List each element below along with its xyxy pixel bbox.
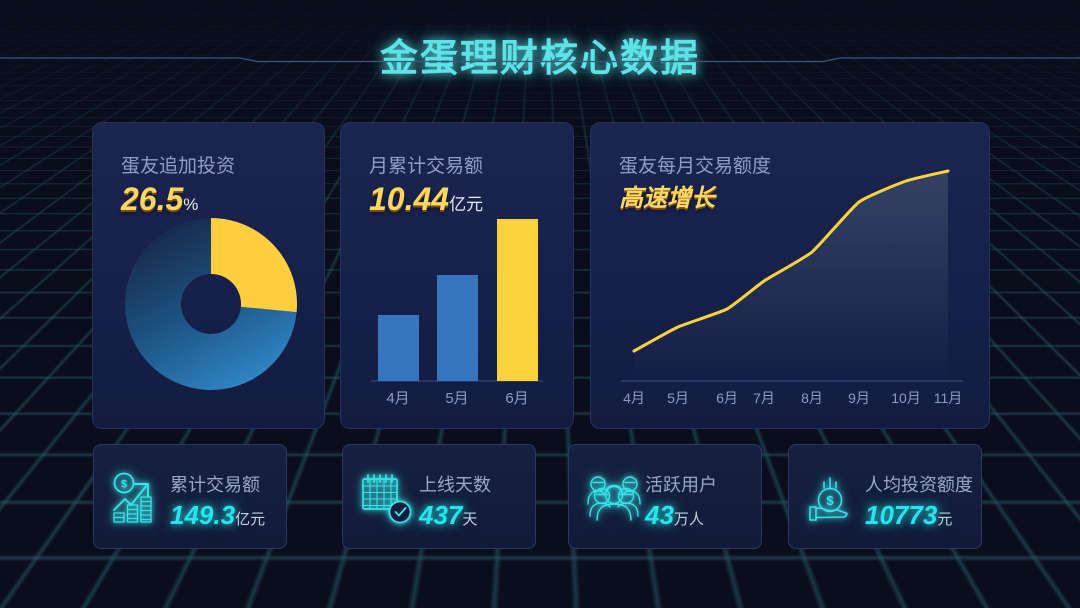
svg-text:$: $ — [121, 479, 127, 491]
svg-text:8月: 8月 — [801, 390, 823, 406]
svg-text:9月: 9月 — [848, 390, 870, 406]
svg-text:6月: 6月 — [505, 390, 528, 407]
svg-text:7月: 7月 — [753, 390, 775, 406]
svg-text:10月: 10月 — [891, 390, 921, 406]
svg-text:4月: 4月 — [623, 390, 645, 406]
svg-text:5月: 5月 — [445, 390, 468, 407]
svg-text:4月: 4月 — [386, 390, 409, 407]
svg-text:11月: 11月 — [934, 390, 963, 406]
svg-text:6月: 6月 — [716, 390, 738, 406]
svg-text:$: $ — [826, 493, 834, 508]
svg-text:5月: 5月 — [667, 390, 689, 406]
